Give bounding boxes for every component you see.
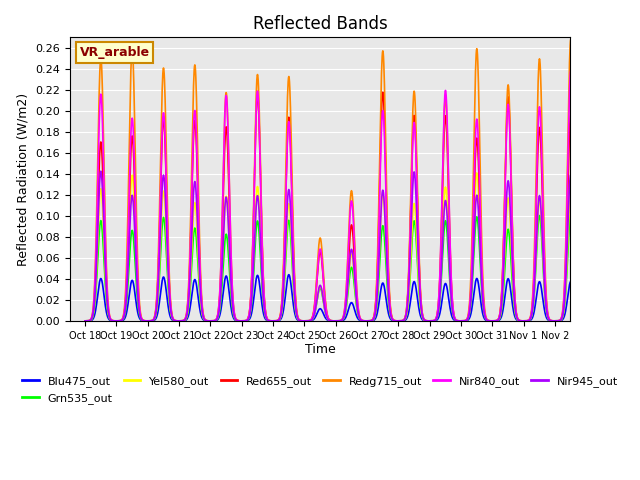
Grn535_out <box>454 318 461 324</box>
Y-axis label: Reflected Radiation (W/m2): Reflected Radiation (W/m2) <box>17 93 29 265</box>
Nir945_out <box>81 318 89 324</box>
Red655_out <box>159 116 167 121</box>
Line: Blu475_out: Blu475_out <box>85 275 586 321</box>
Grn535_out <box>313 299 321 305</box>
Nir840_out <box>577 315 584 321</box>
Red655_out <box>301 318 308 324</box>
Yel580_out <box>454 318 461 324</box>
Grn535_out <box>582 318 590 324</box>
Redg715_out <box>159 65 167 71</box>
Yel580_out <box>473 170 481 176</box>
Blu475_out <box>582 318 590 324</box>
Nir945_out <box>527 314 535 320</box>
Blu475_out <box>81 318 89 324</box>
Redg715_out <box>454 318 461 324</box>
Red655_out <box>313 278 321 284</box>
Blu475_out <box>285 272 292 277</box>
Redg715_out <box>301 318 308 324</box>
Red655_out <box>81 318 89 324</box>
Redg715_out <box>577 315 584 321</box>
Redg715_out <box>323 306 330 312</box>
Line: Yel580_out: Yel580_out <box>85 173 586 321</box>
Yel580_out <box>313 298 321 303</box>
Blu475_out <box>577 318 584 324</box>
Line: Nir945_out: Nir945_out <box>85 171 586 321</box>
Red655_out <box>454 318 461 324</box>
Nir840_out <box>81 318 89 324</box>
Redg715_out <box>567 36 575 42</box>
Yel580_out <box>527 314 535 320</box>
Text: VR_arable: VR_arable <box>79 46 150 59</box>
Nir945_out <box>314 295 321 301</box>
Blu475_out <box>314 310 321 316</box>
Yel580_out <box>159 188 167 194</box>
Yel580_out <box>582 318 590 324</box>
Nir945_out <box>454 318 461 324</box>
Grn535_out <box>527 315 535 321</box>
Nir945_out <box>582 318 590 324</box>
Nir945_out <box>577 316 584 322</box>
Redg715_out <box>582 318 590 324</box>
Grn535_out <box>81 318 89 324</box>
Nir840_out <box>313 276 321 282</box>
Red655_out <box>577 316 584 322</box>
Yel580_out <box>323 313 330 319</box>
Nir945_out <box>97 168 105 174</box>
Nir840_out <box>567 67 575 73</box>
Nir840_out <box>323 308 330 313</box>
Red655_out <box>379 89 387 95</box>
Redg715_out <box>313 270 321 276</box>
Nir945_out <box>301 318 308 324</box>
Grn535_out <box>159 215 167 220</box>
Yel580_out <box>577 317 584 323</box>
Yel580_out <box>81 318 89 324</box>
Line: Redg715_out: Redg715_out <box>85 39 586 321</box>
Blu475_out <box>323 317 330 323</box>
X-axis label: Time: Time <box>305 343 335 356</box>
Grn535_out <box>567 212 575 217</box>
Line: Nir840_out: Nir840_out <box>85 70 586 321</box>
Nir840_out <box>454 318 461 324</box>
Nir840_out <box>159 110 167 116</box>
Blu475_out <box>159 274 167 280</box>
Nir945_out <box>160 173 168 179</box>
Grn535_out <box>577 317 584 323</box>
Nir945_out <box>323 314 330 320</box>
Red655_out <box>323 308 330 314</box>
Line: Red655_out: Red655_out <box>85 92 586 321</box>
Blu475_out <box>527 317 535 323</box>
Nir840_out <box>582 318 590 324</box>
Redg715_out <box>527 311 535 317</box>
Redg715_out <box>81 318 89 324</box>
Yel580_out <box>301 318 308 324</box>
Nir840_out <box>301 318 308 324</box>
Line: Grn535_out: Grn535_out <box>85 215 586 321</box>
Blu475_out <box>301 318 308 324</box>
Red655_out <box>582 318 590 324</box>
Legend: Blu475_out, Grn535_out, Yel580_out, Red655_out, Redg715_out, Nir840_out, Nir945_: Blu475_out, Grn535_out, Yel580_out, Red6… <box>17 372 623 408</box>
Red655_out <box>527 312 535 317</box>
Grn535_out <box>323 313 330 319</box>
Nir840_out <box>527 312 535 318</box>
Grn535_out <box>301 318 308 324</box>
Title: Reflected Bands: Reflected Bands <box>253 15 387 33</box>
Blu475_out <box>454 318 461 324</box>
